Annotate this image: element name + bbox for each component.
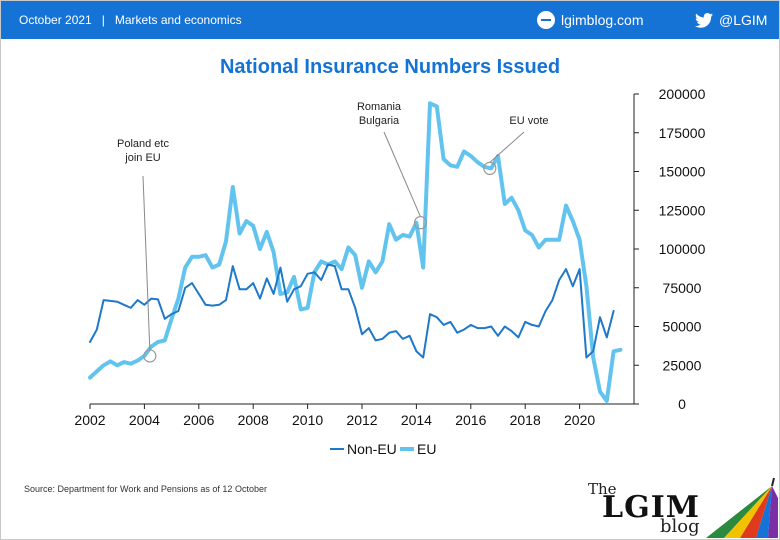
logo-the: The [588, 480, 617, 498]
y-tick-label: 100000 [659, 241, 706, 257]
twitter-bird-icon [695, 12, 713, 28]
x-tick-label: 2014 [401, 412, 432, 428]
legend-label: Non-EU [347, 441, 397, 457]
chart-title: National Insurance Numbers Issued [219, 56, 561, 78]
x-tick-label: 2004 [129, 412, 160, 428]
x-tick-label: 2016 [455, 412, 486, 428]
header-breadcrumb: October 2021 | Markets and economics [19, 13, 242, 27]
y-tick-label: 150000 [659, 164, 706, 180]
logo-blog: blog [660, 516, 700, 537]
header-bar: October 2021 | Markets and economics lgimb… [1, 1, 779, 39]
series-line-eu [88, 101, 623, 403]
header-separator: | [101, 13, 105, 27]
annotation-label: Romania [357, 101, 402, 113]
umbrella-icon [706, 478, 778, 538]
x-tick-label: 2020 [564, 412, 595, 428]
twitter-handle: @LGIM [719, 12, 768, 28]
x-tick-label: 2006 [183, 412, 214, 428]
y-tick-label: 75000 [663, 280, 702, 296]
y-tick-label: 200000 [659, 86, 706, 102]
x-tick-label: 2018 [510, 412, 541, 428]
annotation-leader [383, 131, 421, 217]
globe-icon [537, 11, 555, 29]
x-tick-label: 2012 [346, 412, 377, 428]
y-tick-label: 0 [678, 396, 686, 412]
y-tick-label: 125000 [659, 202, 706, 218]
annotation-label: join EU [124, 152, 161, 164]
logo-brand: LGIM [602, 490, 700, 525]
annotation-label: EU vote [509, 115, 548, 127]
y-tick-label: 50000 [663, 319, 702, 335]
annotation-label: Bulgaria [359, 115, 400, 127]
legend-label: EU [417, 441, 436, 457]
x-tick-label: 2008 [238, 412, 269, 428]
header-section-link[interactable]: Markets and economics [114, 13, 242, 27]
header-date: October 2021 [19, 13, 92, 27]
annotation-label: Poland etc [117, 138, 169, 150]
annotation-leader [489, 131, 525, 163]
source-note: Source: Department for Work and Pensions… [24, 484, 267, 494]
y-tick-label: 175000 [659, 125, 706, 141]
y-tick-label: 25000 [663, 357, 702, 373]
annotation-leader [142, 175, 151, 350]
annotation-marker [143, 349, 157, 363]
series-line-non-eu [89, 263, 615, 359]
annotation-marker [483, 161, 497, 175]
lgim-blog-logo[interactable]: The LGIM blog [588, 478, 778, 538]
site-link[interactable]: lgimblog.com [537, 9, 643, 31]
twitter-link[interactable]: @LGIM [695, 9, 767, 31]
x-tick-label: 2010 [292, 412, 323, 428]
annotation-marker [413, 216, 428, 230]
site-label: lgimblog.com [561, 12, 644, 28]
x-tick-label: 2002 [74, 412, 105, 428]
